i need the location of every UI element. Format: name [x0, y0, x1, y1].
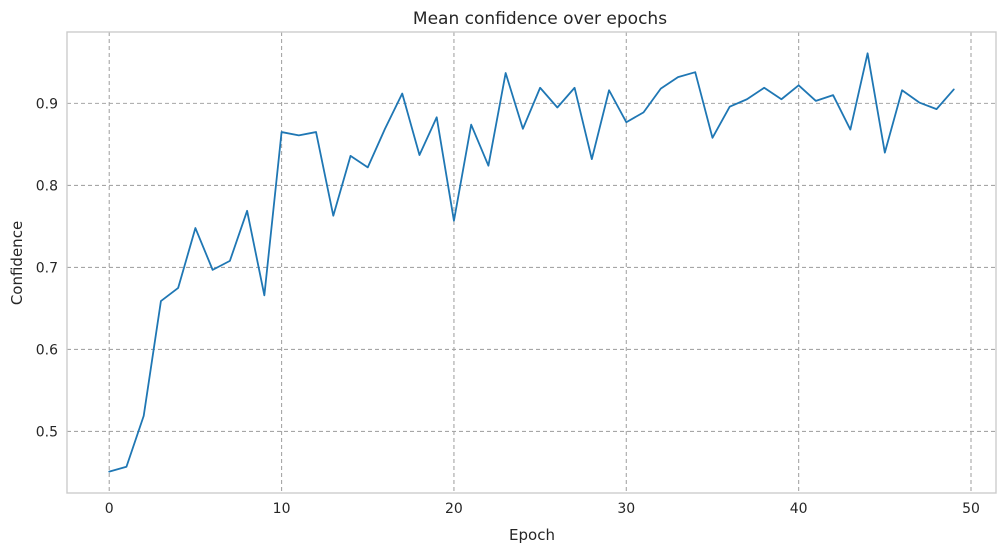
y-tick-label: 0.5 [36, 424, 58, 440]
x-axis-label: Epoch [509, 526, 555, 544]
grid-layer [67, 32, 996, 493]
x-tick-label: 10 [273, 501, 291, 517]
y-axis-ticks: 0.5 0.6 0.7 0.8 0.9 [36, 96, 58, 440]
x-tick-label: 0 [105, 501, 114, 517]
y-axis-label: Confidence [8, 221, 26, 305]
series-layer [108, 52, 955, 473]
x-tick-label: 20 [445, 501, 463, 517]
y-tick-label: 0.6 [36, 342, 58, 358]
x-tick-label: 50 [962, 501, 980, 517]
plot-area-frame [66, 31, 997, 494]
series-line [108, 52, 955, 473]
x-tick-label: 30 [617, 501, 635, 517]
x-tick-label: 40 [790, 501, 808, 517]
x-axis-ticks: 0 10 20 30 40 50 [105, 501, 980, 517]
y-tick-label: 0.9 [36, 96, 58, 112]
y-tick-label: 0.8 [36, 178, 58, 194]
chart-title: Mean confidence over epochs [413, 9, 667, 29]
y-tick-label: 0.7 [36, 260, 58, 276]
